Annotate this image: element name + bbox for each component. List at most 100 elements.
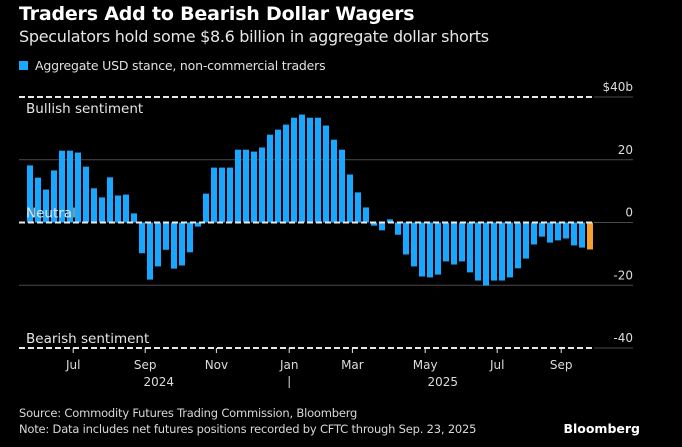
bar [219,167,225,223]
annotation-label: Bullish sentiment [26,101,143,117]
y-tick-label: -20 [613,268,633,282]
bar [147,222,153,280]
bar [347,174,353,223]
bar [371,222,377,226]
bar [459,222,465,262]
bar [67,150,73,223]
bar [163,222,169,250]
bar [243,149,249,223]
bar [179,222,185,266]
y-tick-label: -40 [613,331,633,345]
x-tick-label: Nov [205,358,228,372]
year-label: 2025 [428,375,459,389]
bar [571,222,577,246]
bar [291,117,297,223]
chart-title: Traders Add to Bearish Dollar Wagers [19,3,415,25]
bar [195,222,201,227]
bar [107,177,113,223]
bar [443,222,449,262]
x-tick-label: Jul [65,358,80,372]
bar [211,167,217,223]
bar [139,222,145,254]
year-label: 2024 [144,375,175,389]
bar [387,219,393,223]
bar [555,222,561,241]
bar [275,129,281,223]
bar [59,150,65,223]
bar [235,149,241,223]
bar [339,149,345,223]
reference-lines [19,96,594,349]
bar [75,152,81,223]
bar [43,189,49,223]
bar [427,222,433,278]
bar [155,222,161,267]
x-tick-label: Sep [550,358,573,372]
y-tick-label: $40b [602,80,633,94]
bar [403,222,409,255]
y-tick-label: 20 [618,143,633,157]
bar [267,134,273,223]
bloomberg-logo: Bloomberg [563,421,640,436]
bar [187,222,193,253]
bar [419,222,425,277]
bars [27,114,593,286]
bar [523,222,529,259]
bar [283,124,289,223]
bar [331,139,337,223]
bar [123,194,129,223]
bar [355,192,361,223]
source-note: Source: Commodity Futures Trading Commis… [19,406,358,420]
y-tick-label: 0 [625,206,633,220]
bar [51,170,57,223]
x-tick-label: Jan [279,358,299,372]
bar [539,222,545,237]
bar [515,222,521,269]
bar [131,213,137,223]
bar [83,166,89,223]
bar [531,222,537,245]
x-tick-label: Jul [489,358,504,372]
bar [203,193,209,223]
legend: Aggregate USD stance, non-commercial tra… [19,58,326,73]
bar [259,147,265,223]
annotation-label: Neutral [26,206,76,222]
bar [99,197,105,223]
bar [171,222,177,269]
legend-label: Aggregate USD stance, non-commercial tra… [35,58,326,73]
x-tick-label: Mar [341,358,364,372]
bar [579,222,585,248]
bar [563,222,569,239]
x-tick-label: May [413,358,438,372]
bar [35,177,41,223]
bar [315,117,321,223]
bar [91,188,97,223]
bar [115,195,121,223]
bar [323,125,329,223]
bar [299,114,305,223]
bar [507,222,513,278]
bar [363,207,369,223]
bar [475,222,481,281]
bar [251,151,257,223]
bar [379,222,385,231]
annotation-label: Bearish sentiment [26,331,149,347]
bar [395,222,401,235]
bar [27,165,33,223]
legend-swatch [19,61,28,70]
bar [499,222,505,281]
bar [227,167,233,223]
bar [491,222,497,281]
x-axis: Jul Sep Nov Jan Mar May Jul Sep 2024 2025 [65,348,573,389]
bar [435,222,441,275]
bar [587,222,593,250]
bar [483,222,489,286]
bar [411,222,417,267]
bar [451,222,457,265]
footer: Source: Commodity Futures Trading Commis… [19,405,476,437]
chart-subtitle: Speculators hold some $8.6 billion in ag… [19,27,489,46]
bar [467,222,473,273]
data-note: Note: Data includes net futures position… [19,422,477,436]
annotations: Bullish sentiment Neutral Bearish sentimen… [26,101,149,347]
